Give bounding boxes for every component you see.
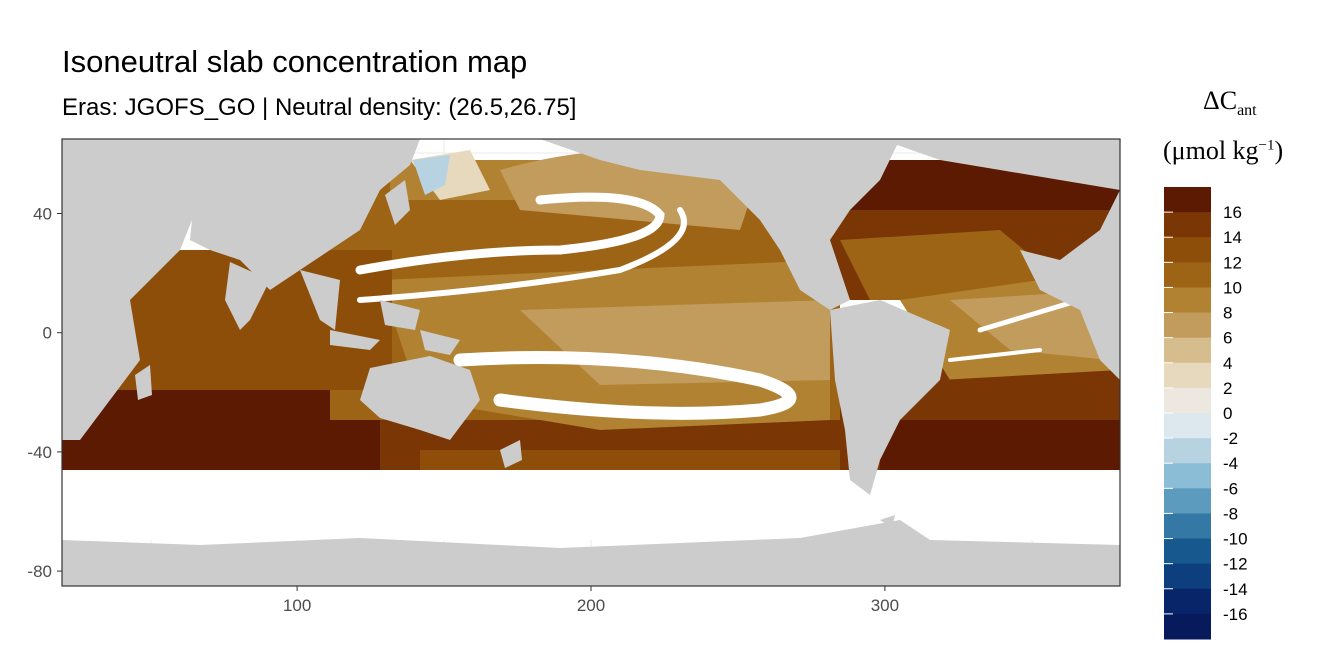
legend-color-swatch — [1164, 212, 1211, 238]
legend-title-symbol: ΔCant — [1203, 86, 1257, 120]
legend-color-swatch — [1164, 613, 1211, 640]
legend-color-swatch — [1164, 588, 1211, 615]
legend-title-subscript: ant — [1237, 102, 1257, 120]
legend-break-label: -8 — [1223, 504, 1238, 523]
legend-break-label: -10 — [1223, 530, 1248, 549]
southern-undefined-band — [62, 470, 1120, 540]
y-tick-label: -80 — [27, 562, 52, 581]
legend-units-exponent: −1 — [1258, 137, 1275, 154]
legend-title-delta-c: ΔC — [1203, 86, 1238, 115]
land-masses — [62, 139, 1120, 586]
legend-color-swatch — [1164, 187, 1211, 213]
legend-color-swatch — [1164, 262, 1211, 288]
map-layer — [62, 139, 1120, 586]
legend-color-swatch — [1164, 237, 1211, 263]
legend-break-label: 12 — [1223, 253, 1242, 272]
legend-color-swatch — [1164, 413, 1211, 439]
legend-color-swatch — [1164, 287, 1211, 314]
color-legend: 16 14 12 10 8 6 4 2 0 -2 -4 -6 -8 -10 -12 -14 -16 — [1164, 187, 1248, 640]
legend-color-swatch — [1164, 513, 1211, 540]
x-axis: 100 200 300 — [283, 586, 899, 615]
legend-break-label: -4 — [1223, 454, 1238, 473]
legend-break-label: 0 — [1223, 404, 1232, 423]
y-tick-label: 40 — [33, 205, 52, 224]
legend-break-label: -12 — [1223, 555, 1248, 574]
legend-break-label: 14 — [1223, 228, 1242, 247]
legend-break-label: 10 — [1223, 278, 1242, 297]
x-tick-label: 300 — [871, 596, 899, 615]
y-axis: 40 0 -40 -80 — [27, 205, 62, 581]
legend-color-swatch — [1164, 563, 1211, 590]
legend-color-swatch — [1164, 463, 1211, 489]
legend-break-label: -14 — [1223, 580, 1248, 599]
y-tick-label: -40 — [27, 443, 52, 462]
legend-color-swatch — [1164, 538, 1211, 565]
legend-units-prefix: (μmol kg — [1163, 136, 1259, 165]
legend-break-label: -2 — [1223, 429, 1238, 448]
legend-color-swatch — [1164, 312, 1211, 339]
y-tick-label: 0 — [43, 324, 52, 343]
legend-break-label: 8 — [1223, 304, 1232, 323]
undefined-streaks — [355, 192, 1083, 420]
legend-color-swatch — [1164, 362, 1211, 389]
legend-units-suffix: ) — [1274, 136, 1284, 165]
legend-color-swatch — [1164, 337, 1211, 364]
x-tick-label: 200 — [577, 596, 605, 615]
legend-title-units: (μmol kg−1) — [1163, 136, 1283, 166]
chart-title: Isoneutral slab concentration map — [62, 44, 528, 79]
legend-break-label: -16 — [1223, 605, 1248, 624]
legend-break-label: 2 — [1223, 379, 1232, 398]
legend-color-swatch — [1164, 488, 1211, 514]
legend-color-swatch — [1164, 387, 1211, 414]
chart-subtitle: Eras: JGOFS_GO | Neutral density: (26.5,… — [62, 94, 577, 121]
legend-color-swatch — [1164, 438, 1211, 464]
x-tick-label: 100 — [283, 596, 311, 615]
legend-break-label: 6 — [1223, 329, 1232, 348]
legend-break-label: 16 — [1223, 203, 1242, 222]
legend-break-label: 4 — [1223, 354, 1232, 373]
legend-break-label: -6 — [1223, 479, 1238, 498]
